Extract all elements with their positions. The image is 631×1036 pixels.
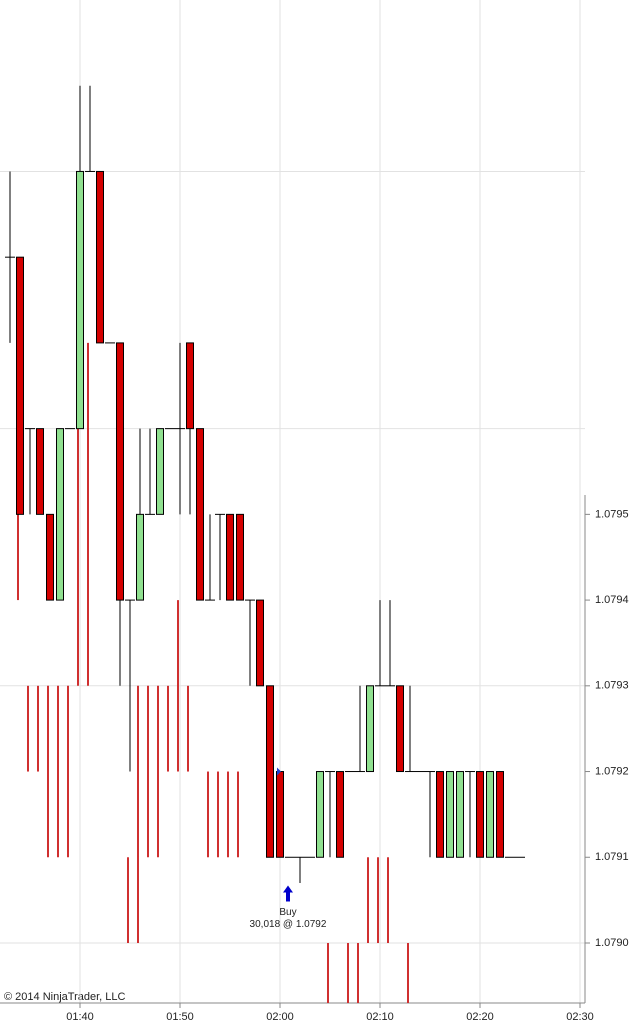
candle xyxy=(405,685,415,773)
candle xyxy=(205,514,215,601)
candle xyxy=(175,342,185,515)
candle-body xyxy=(396,685,404,773)
candle-body xyxy=(196,428,204,601)
candle xyxy=(375,600,385,687)
candle-body xyxy=(456,771,464,858)
candle xyxy=(486,771,494,858)
y-tick-label: 1.0793 xyxy=(595,680,629,692)
candle xyxy=(236,513,244,601)
candle xyxy=(196,428,204,601)
candle xyxy=(496,771,504,858)
candle-body xyxy=(186,342,194,430)
candle-body xyxy=(316,771,324,858)
entry-marker xyxy=(277,767,281,776)
y-tick-label: 1.0792 xyxy=(595,765,629,777)
candle xyxy=(336,771,344,858)
candle-body xyxy=(226,513,234,601)
candle-body xyxy=(136,513,144,601)
candle xyxy=(5,171,15,343)
candle-body xyxy=(156,428,164,515)
candle xyxy=(226,513,234,601)
candle xyxy=(76,85,84,430)
candle xyxy=(136,428,144,601)
x-tick-label: 02:30 xyxy=(566,1011,594,1023)
candle xyxy=(25,428,35,515)
candle xyxy=(46,513,54,601)
candle xyxy=(85,85,95,172)
candle xyxy=(36,428,44,515)
candle xyxy=(355,685,365,773)
x-tick-label: 02:00 xyxy=(266,1011,294,1023)
candle xyxy=(245,599,255,686)
candle-body xyxy=(496,771,504,858)
candle xyxy=(256,599,264,687)
candle-body xyxy=(236,513,244,601)
y-tick-label: 1.0794 xyxy=(595,594,629,606)
candle xyxy=(425,771,435,858)
y-tick-label: 1.0791 xyxy=(595,851,629,863)
candle xyxy=(396,685,404,773)
candle-body xyxy=(336,771,344,858)
candle xyxy=(116,342,124,686)
candle xyxy=(266,685,274,858)
candle xyxy=(476,771,484,858)
x-tick-label: 02:10 xyxy=(366,1011,394,1023)
candle-body xyxy=(76,170,84,430)
candle-body xyxy=(96,170,104,344)
candle-body xyxy=(116,342,124,601)
candle xyxy=(456,771,464,858)
candle xyxy=(56,428,64,601)
candle xyxy=(316,771,324,858)
candle-body xyxy=(16,256,24,515)
candle-body xyxy=(446,771,454,858)
y-tick-label: 1.0790 xyxy=(595,937,629,949)
candle xyxy=(186,342,194,515)
candle xyxy=(215,513,225,601)
candle xyxy=(366,685,374,773)
x-tick-label: 01:50 xyxy=(166,1011,194,1023)
x-tick-label: 01:40 xyxy=(66,1011,94,1023)
candle-body xyxy=(56,428,64,601)
candle-body xyxy=(46,513,54,601)
candle xyxy=(125,599,135,772)
candle xyxy=(145,428,155,515)
copyright: © 2014 NinjaTrader, LLC xyxy=(4,991,125,1003)
candle-body xyxy=(276,771,284,858)
y-tick-label: 1.0795 xyxy=(595,508,629,520)
annotation-text: Buy xyxy=(279,907,296,918)
candle xyxy=(295,856,305,883)
candle xyxy=(96,170,104,344)
candle-body xyxy=(486,771,494,858)
candle-body xyxy=(36,428,44,515)
candle xyxy=(325,771,335,858)
candle xyxy=(446,771,454,858)
candle-body xyxy=(256,599,264,687)
candle-body xyxy=(476,771,484,858)
candle xyxy=(385,600,395,687)
annotation-detail: 30,018 @ 1.0792 xyxy=(250,919,327,930)
candle-body xyxy=(366,685,374,773)
candle xyxy=(276,771,284,858)
candle xyxy=(156,428,164,515)
candle xyxy=(16,256,24,515)
buy-arrow xyxy=(283,885,293,902)
candle-body xyxy=(266,685,274,858)
candle xyxy=(465,771,475,858)
x-tick-label: 02:20 xyxy=(466,1011,494,1023)
candle-body xyxy=(436,771,444,858)
candle xyxy=(436,771,444,858)
